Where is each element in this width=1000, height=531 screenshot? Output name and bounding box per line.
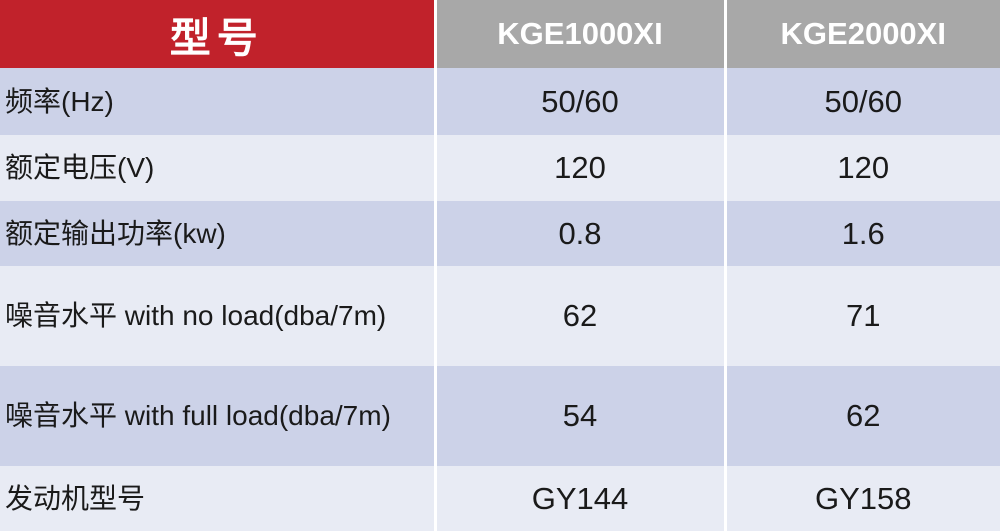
table-row: 频率(Hz) 50/60 50/60 — [0, 68, 1000, 135]
row-value-rated-voltage-kge1000xi: 120 — [435, 135, 727, 201]
row-value-noise-full-load-kge1000xi: 54 — [435, 366, 727, 466]
table-row: 额定电压(V) 120 120 — [0, 135, 1000, 201]
row-value-frequency-kge1000xi: 50/60 — [435, 68, 727, 135]
table-row: 噪音水平 with full load(dba/7m) 54 62 — [0, 366, 1000, 466]
row-label-noise-full-load: 噪音水平 with full load(dba/7m) — [0, 366, 437, 466]
row-value-frequency-kge2000xi: 50/60 — [725, 68, 1000, 135]
table-body: 频率(Hz) 50/60 50/60 额定电压(V) 120 120 额定输出功… — [0, 68, 1000, 531]
table-header: 型号 KGE1000XI KGE2000XI — [0, 0, 1000, 68]
table-row: 噪音水平 with no load(dba/7m) 62 71 — [0, 266, 1000, 366]
row-value-rated-voltage-kge2000xi: 120 — [725, 135, 1000, 201]
row-value-engine-model-kge2000xi: GY158 — [725, 466, 1000, 531]
row-label-frequency: 频率(Hz) — [0, 68, 437, 135]
row-label-rated-output-power: 额定输出功率(kw) — [0, 201, 437, 266]
row-label-rated-voltage: 额定电压(V) — [0, 135, 437, 201]
row-value-noise-full-load-kge2000xi: 62 — [725, 366, 1000, 466]
row-value-rated-output-power-kge2000xi: 1.6 — [725, 201, 1000, 266]
header-row: 型号 KGE1000XI KGE2000XI — [0, 0, 1000, 68]
row-value-rated-output-power-kge1000xi: 0.8 — [435, 201, 727, 266]
header-cell-model-kge1000xi: KGE1000XI — [435, 0, 727, 68]
row-label-noise-no-load: 噪音水平 with no load(dba/7m) — [0, 266, 437, 366]
row-value-engine-model-kge1000xi: GY144 — [435, 466, 727, 531]
row-label-engine-model: 发动机型号 — [0, 466, 437, 531]
table-row: 额定输出功率(kw) 0.8 1.6 — [0, 201, 1000, 266]
row-value-noise-no-load-kge1000xi: 62 — [435, 266, 727, 366]
row-value-noise-no-load-kge2000xi: 71 — [725, 266, 1000, 366]
header-cell-label-column: 型号 — [0, 0, 437, 68]
table-row: 发动机型号 GY144 GY158 — [0, 466, 1000, 531]
header-cell-model-kge2000xi: KGE2000XI — [725, 0, 1000, 68]
